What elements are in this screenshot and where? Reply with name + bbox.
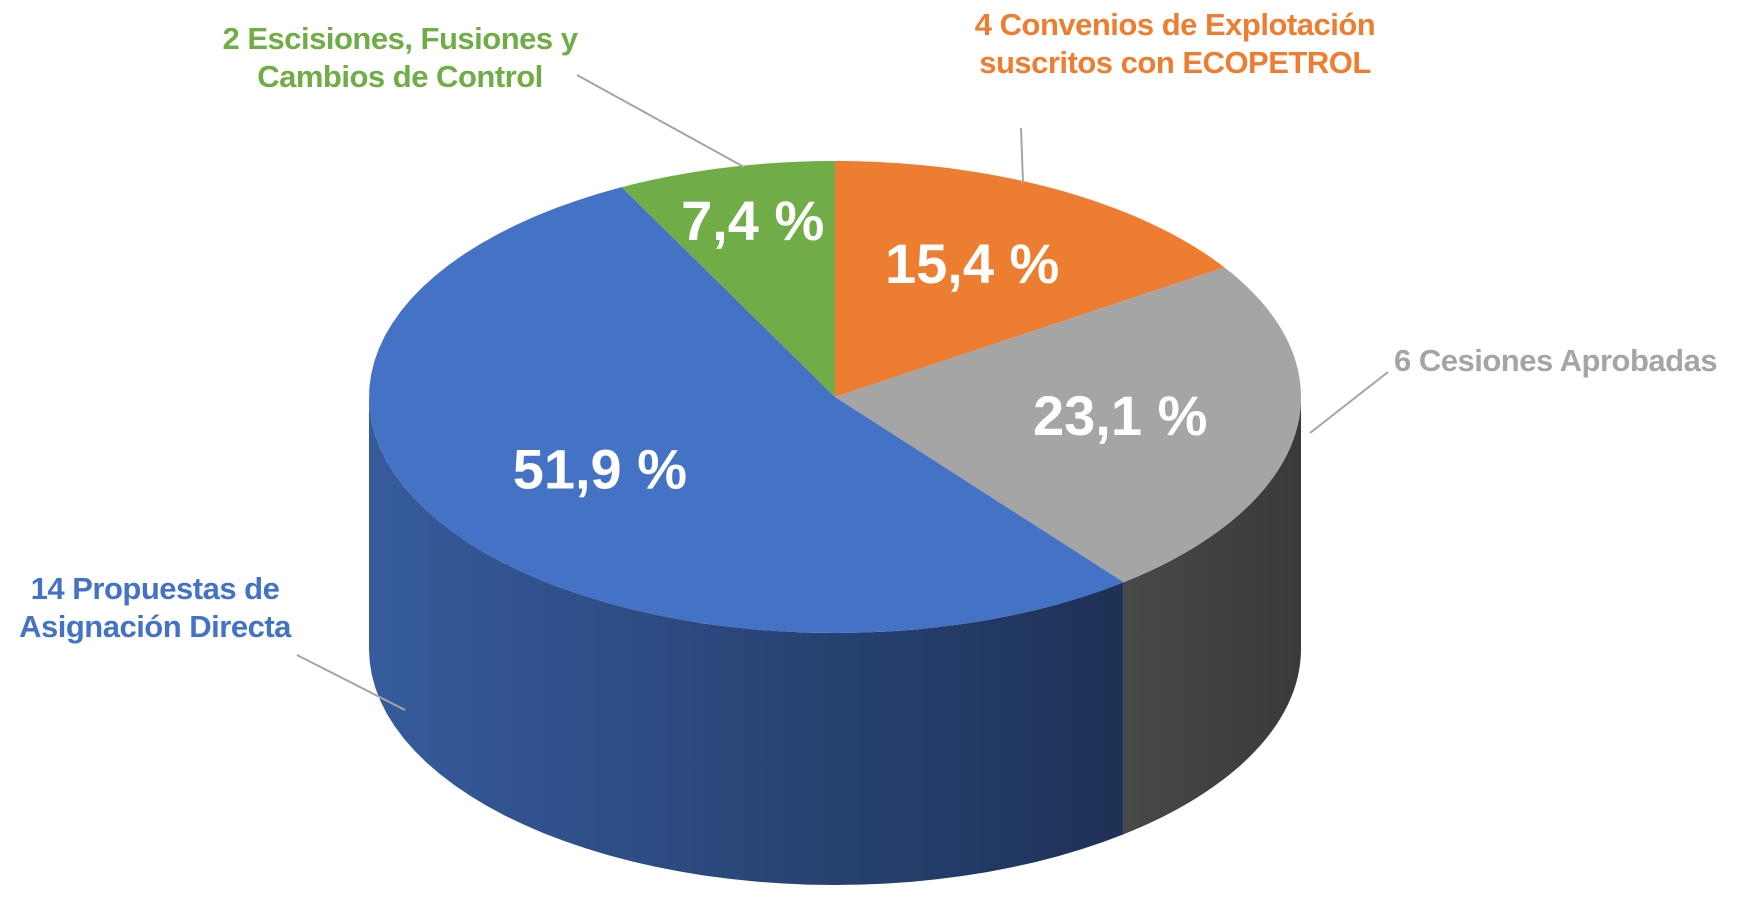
category-label: 2 Escisiones, Fusiones y Cambios de Cont…: [222, 21, 579, 94]
leader-line: [1020, 127, 1024, 184]
value-label: 15,4 %: [885, 232, 1059, 295]
slice-side: [1123, 397, 1301, 835]
value-label: 7,4 %: [681, 189, 824, 252]
category-label: 6 Cesiones Aprobadas: [1394, 343, 1718, 378]
value-label: 23,1 %: [1033, 384, 1207, 447]
slice: [369, 187, 1124, 633]
leader-line: [576, 74, 745, 168]
category-label: 14 Propuestas de Asignación Directa: [19, 571, 291, 644]
slice: [621, 161, 835, 397]
slice: [835, 267, 1301, 583]
leader-line: [296, 654, 406, 711]
value-label: 51,9 %: [513, 437, 687, 500]
leader-line: [1309, 371, 1389, 434]
category-label: 4 Convenios de Explotación suscritos con…: [974, 7, 1376, 80]
slice-side: [369, 397, 1124, 885]
slice: [835, 161, 1225, 397]
